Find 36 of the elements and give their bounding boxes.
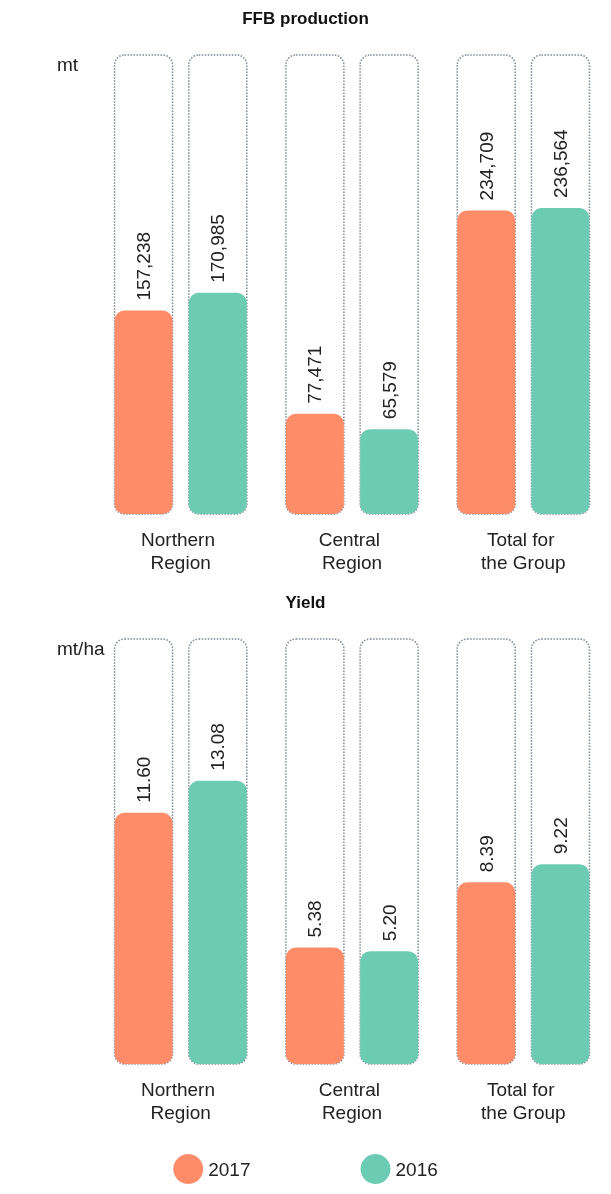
bar [531,864,590,1064]
data-label: 5.20 [378,904,400,942]
x-tick-label: Central Region [318,1079,386,1123]
x-tick-label: Northern Region [141,529,221,573]
bar [360,429,419,514]
data-label: 8.39 [475,835,497,873]
bar [285,413,344,514]
bar [531,208,590,514]
bar [457,882,516,1064]
data-label: 9.22 [549,817,571,855]
data-label: 236,564 [549,128,571,198]
bar [114,812,173,1064]
x-tick-label: Northern Region [141,1079,221,1123]
data-label: 65,579 [378,361,400,420]
data-label: 13.08 [207,723,229,771]
bar [114,310,173,514]
legend-label: 2017 [208,1158,251,1180]
legend-label: 2016 [395,1158,438,1180]
x-tick-label: Total for the Group [481,529,566,573]
bar [285,947,344,1064]
chart-title: Yield [285,593,326,612]
y-axis-title: mt [57,54,79,75]
x-tick-label: Total for the Group [481,1079,566,1123]
chart-title: FFB production [242,9,369,28]
data-label: 5.38 [304,900,326,938]
bar [360,951,419,1064]
bar [188,780,247,1064]
bar [457,210,516,514]
data-label: 170,985 [207,214,229,283]
data-label: 77,471 [304,345,326,404]
data-label: 157,238 [133,231,155,301]
data-label: 11.60 [133,756,155,803]
x-tick-label: Central Region [318,529,386,573]
bar [188,292,247,514]
data-label: 234,709 [475,131,497,201]
y-axis-title: mt/ha [57,638,105,659]
